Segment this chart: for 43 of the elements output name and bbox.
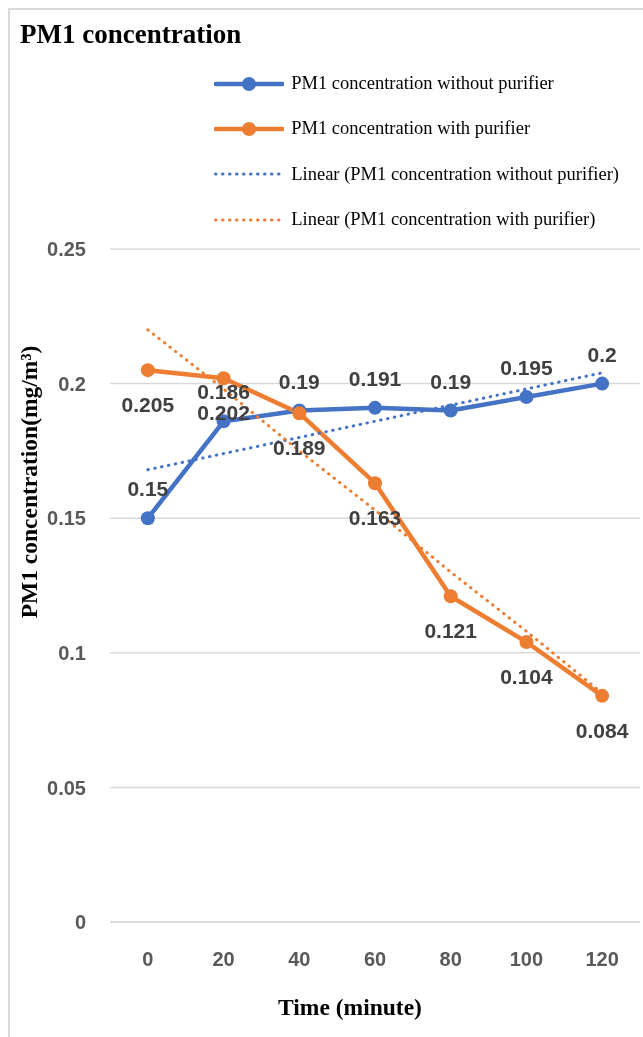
point	[595, 688, 610, 703]
point	[140, 511, 155, 526]
x-tick-label: 100	[509, 948, 544, 971]
x-tick-label: 40	[288, 948, 311, 971]
point	[368, 476, 382, 491]
data-label: 0.121	[424, 619, 478, 643]
data-label: 0.19	[430, 369, 472, 393]
legend-label: Linear (PM1 concentration with purifier)	[291, 209, 596, 231]
data-label: 0.195	[500, 356, 554, 380]
y-axis-title: PM1 concentration(mg/m³)	[16, 345, 42, 619]
legend-label: Linear (PM1 concentration without purifier)	[291, 163, 619, 185]
x-tick-label: 80	[439, 948, 462, 971]
point	[368, 400, 382, 415]
point	[443, 403, 458, 418]
data-label: 0.205	[121, 393, 175, 417]
x-tick-label: 60	[363, 948, 387, 971]
data-label: 0.191	[348, 366, 402, 390]
point	[519, 635, 534, 650]
data-label: 0.104	[500, 664, 554, 688]
chart-title: PM1 concentration	[20, 19, 242, 49]
point	[443, 589, 458, 604]
x-tick-label: 20	[212, 948, 235, 971]
data-label: 0.084	[575, 718, 629, 742]
y-tick-label: 0.25	[47, 238, 86, 261]
point	[595, 376, 610, 391]
y-tick-label: 0.15	[47, 507, 86, 530]
point	[519, 390, 534, 405]
y-tick-label: 0.1	[58, 641, 86, 664]
y-tick-label: 0.05	[47, 776, 86, 799]
x-tick-label: 120	[585, 948, 619, 971]
x-axis-title: Time (minute)	[278, 994, 422, 1020]
x-tick-label: 0	[142, 948, 154, 971]
data-label: 0.186	[197, 380, 250, 404]
data-label: 0.189	[273, 436, 326, 460]
data-label: 0.15	[127, 477, 169, 501]
point	[140, 363, 155, 378]
legend-label: PM1 concentration without purifier	[291, 73, 554, 95]
y-tick-label: 0.2	[58, 372, 86, 395]
legend-label: PM1 concentration with purifier	[291, 118, 531, 140]
data-label: 0.2	[587, 342, 617, 366]
y-tick-label: 0	[74, 911, 86, 934]
point	[216, 371, 231, 386]
data-label: 0.19	[278, 369, 320, 393]
